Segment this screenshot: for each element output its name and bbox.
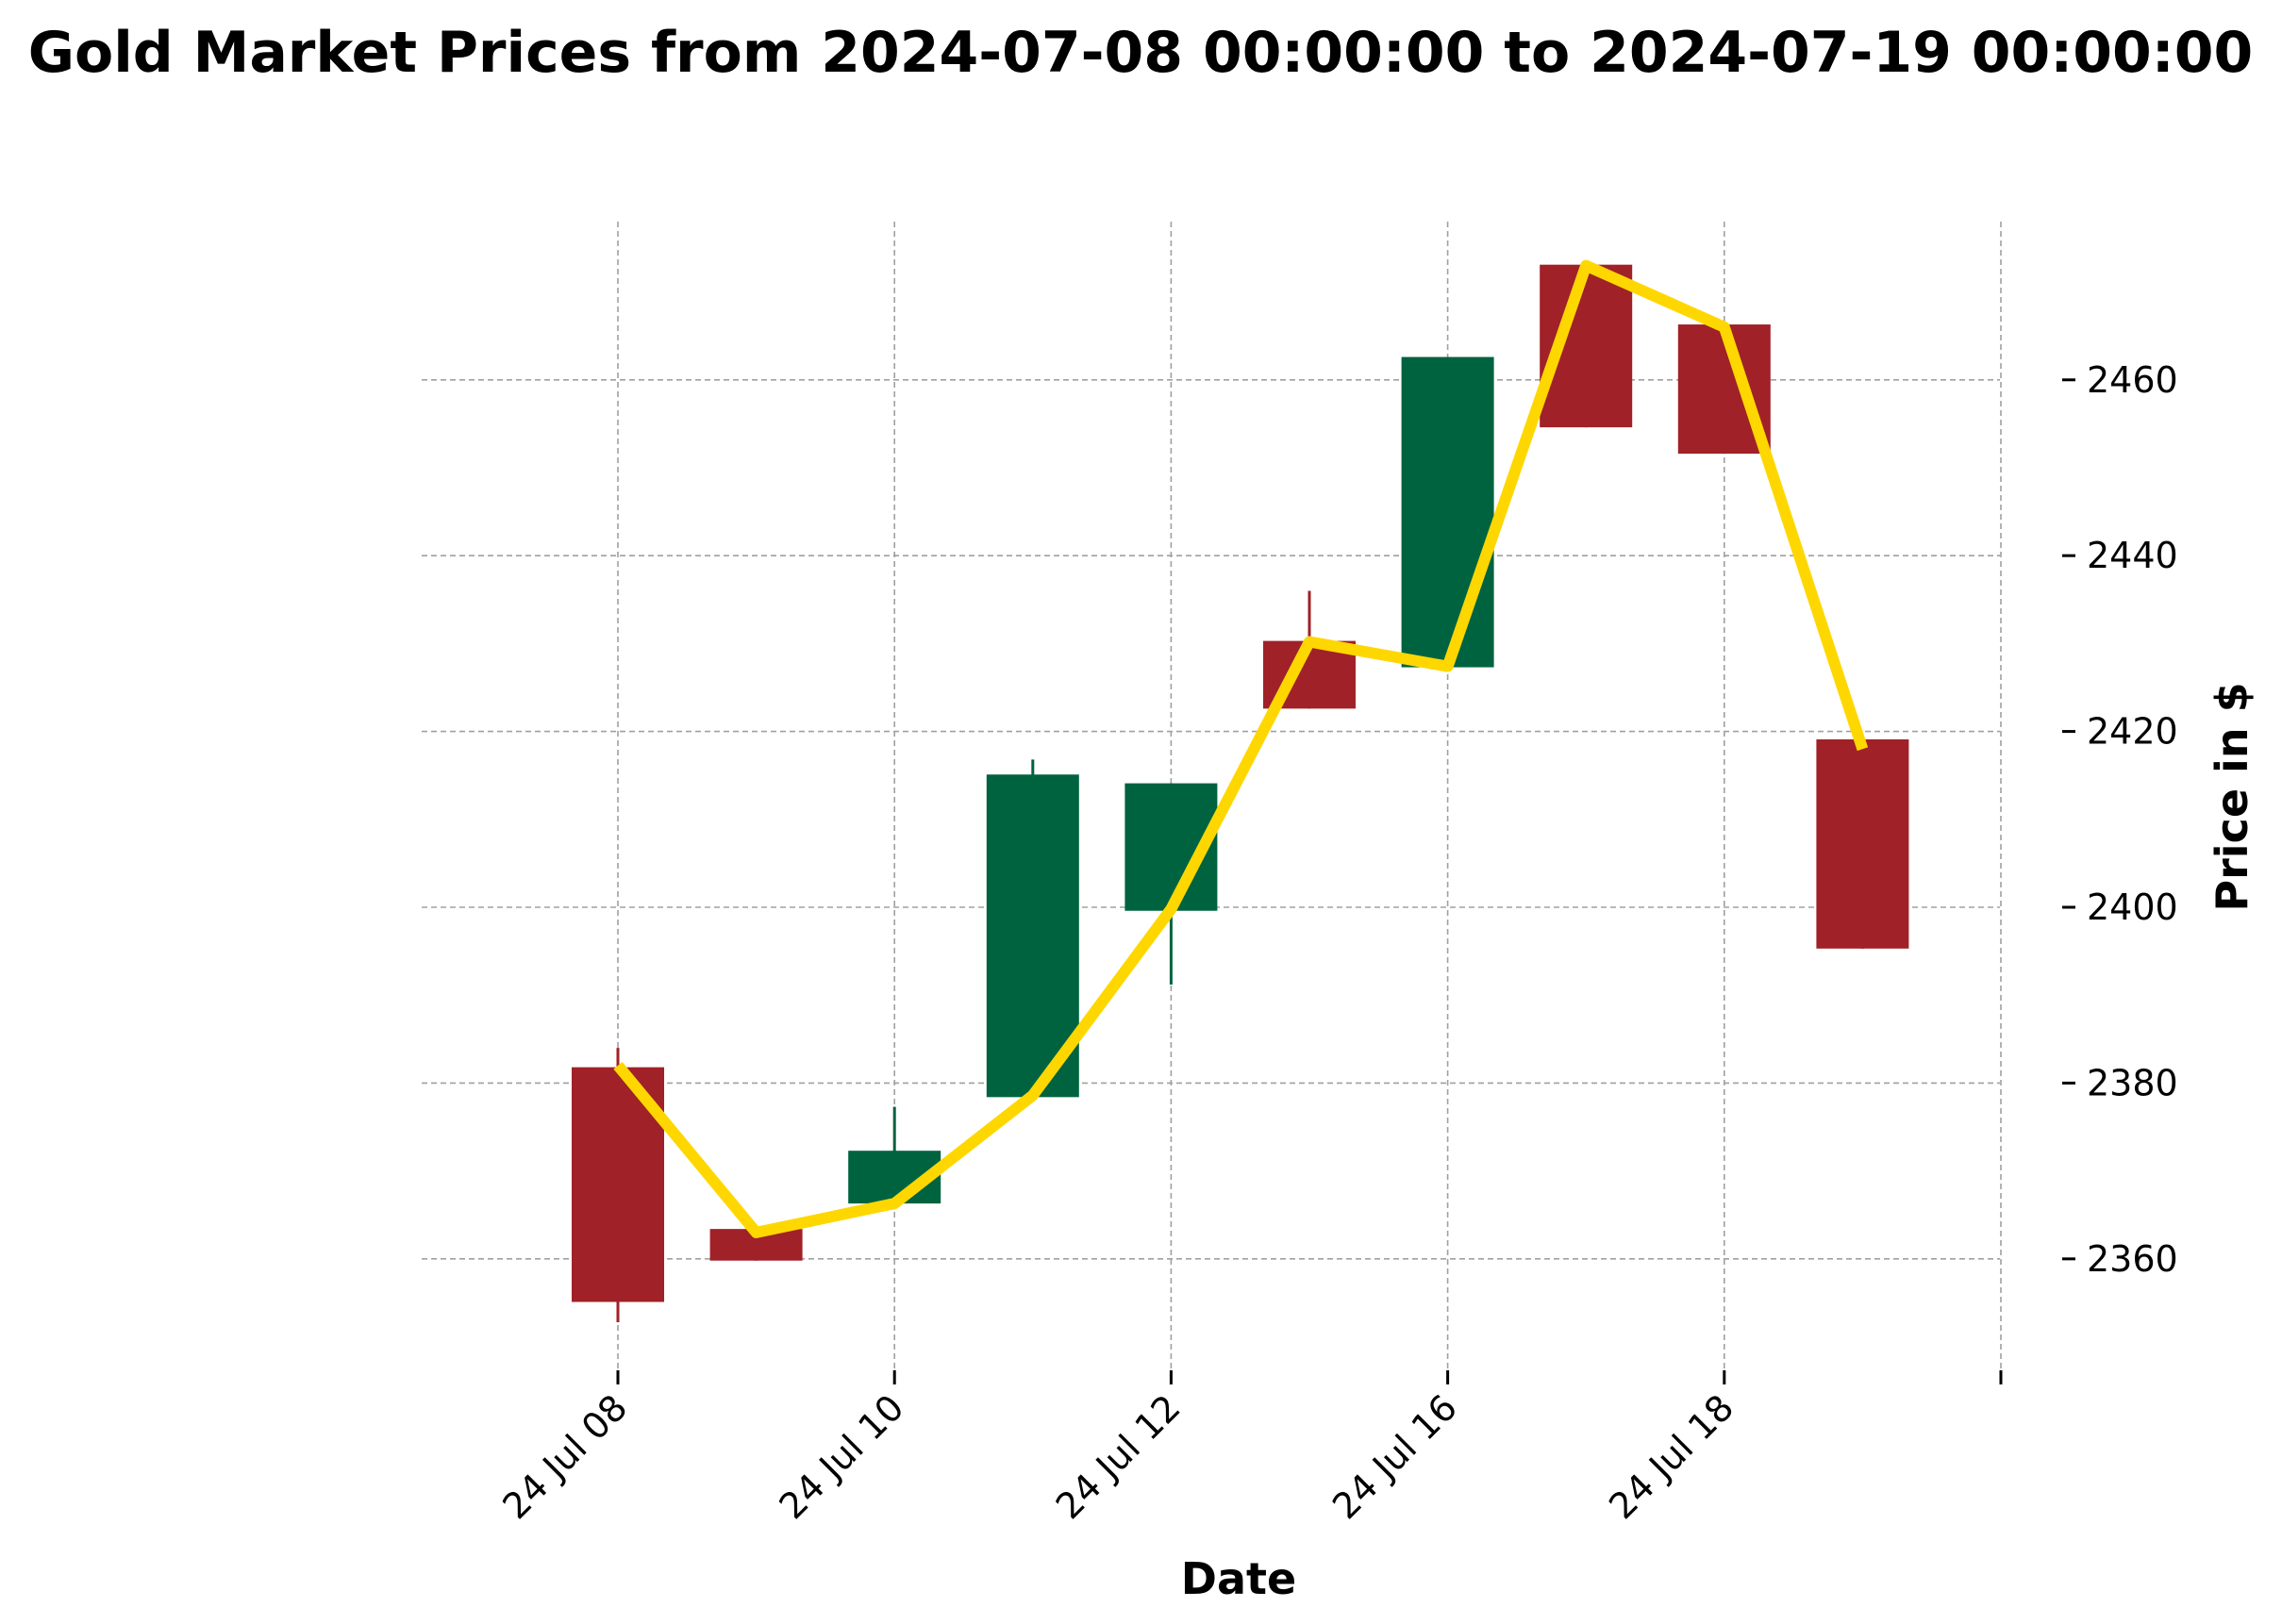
y-tick-label: 2400: [2087, 887, 2178, 928]
x-tick-label: 24 Jul 08: [494, 1386, 635, 1527]
y-axis-label: Price in $: [2207, 682, 2257, 911]
candles: [572, 264, 1909, 1322]
x-tick-label: 24 Jul 18: [1601, 1386, 1741, 1527]
candle-body-up: [1401, 356, 1494, 668]
y-tick-label: 2460: [2087, 359, 2178, 401]
x-axis-label: Date: [1181, 1553, 1296, 1604]
candle-body-up: [986, 774, 1079, 1098]
x-tick-label: 24 Jul 16: [1324, 1386, 1465, 1527]
axes: 2360 2380 2400 2420 2440 2460 24 Jul 08 24 Jul …: [494, 359, 2177, 1527]
close-line: [613, 259, 1869, 1238]
y-tick-label: 2440: [2087, 535, 2178, 576]
x-tick-label: 24 Jul 12: [1048, 1386, 1189, 1527]
y-tick-label: 2360: [2087, 1238, 2178, 1280]
candle-body-down: [1816, 738, 1909, 949]
close-price-line: [613, 259, 1869, 1238]
chart-title: Gold Market Prices from 2024-07-08 00:00…: [28, 20, 2254, 86]
y-tick-label: 2380: [2087, 1062, 2178, 1103]
x-tick-label: 24 Jul 10: [772, 1386, 912, 1527]
y-tick-label: 2420: [2087, 711, 2178, 753]
